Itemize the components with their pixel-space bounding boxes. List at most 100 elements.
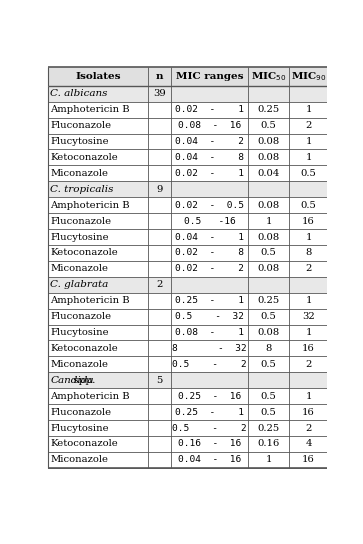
Bar — [48, 420, 328, 436]
Text: MIC ranges: MIC ranges — [176, 72, 244, 81]
Text: 0.04  -    2: 0.04 - 2 — [175, 137, 244, 146]
Text: 0.5: 0.5 — [261, 249, 277, 257]
Text: spp.: spp. — [70, 376, 95, 385]
Text: Ketoconazole: Ketoconazole — [50, 440, 118, 448]
Text: n: n — [156, 72, 163, 81]
Text: 0.5: 0.5 — [261, 407, 277, 417]
Text: 2: 2 — [156, 280, 163, 289]
Text: Fluconazole: Fluconazole — [50, 217, 111, 226]
Text: 0.04  -    8: 0.04 - 8 — [175, 153, 244, 162]
Text: 0.25  -    1: 0.25 - 1 — [175, 407, 244, 417]
Text: 8: 8 — [305, 249, 312, 257]
Bar — [48, 150, 328, 165]
Bar — [48, 102, 328, 118]
Text: 1: 1 — [265, 455, 272, 465]
Text: 0.08: 0.08 — [257, 137, 280, 146]
Bar — [48, 165, 328, 181]
Text: 16: 16 — [302, 344, 315, 353]
Text: 2: 2 — [305, 264, 312, 273]
Text: 2: 2 — [305, 360, 312, 369]
Text: 0.5: 0.5 — [261, 312, 277, 321]
Bar — [48, 245, 328, 261]
Text: MIC$_{90}$: MIC$_{90}$ — [291, 70, 326, 83]
Bar — [48, 388, 328, 404]
Text: 0.5: 0.5 — [301, 201, 317, 209]
Text: 1: 1 — [265, 217, 272, 226]
Text: 0.02  -    1: 0.02 - 1 — [175, 169, 244, 178]
Text: Miconazole: Miconazole — [50, 169, 109, 178]
Bar — [48, 67, 328, 86]
Text: 0.25  -    1: 0.25 - 1 — [175, 296, 244, 305]
Bar — [48, 261, 328, 277]
Text: 0.04: 0.04 — [257, 169, 280, 178]
Text: Miconazole: Miconazole — [50, 360, 109, 369]
Bar — [48, 341, 328, 356]
Bar — [48, 325, 328, 341]
Text: 1: 1 — [305, 232, 312, 242]
Bar — [48, 181, 328, 197]
Text: Fluconazole: Fluconazole — [50, 312, 111, 321]
Text: 39: 39 — [153, 89, 166, 98]
Text: 9: 9 — [156, 185, 163, 194]
Text: MIC$_{50}$: MIC$_{50}$ — [251, 70, 286, 83]
Bar — [48, 404, 328, 420]
Bar — [48, 277, 328, 293]
Text: 0.25: 0.25 — [257, 296, 280, 305]
Text: 0.08: 0.08 — [257, 328, 280, 337]
Bar — [48, 293, 328, 308]
Text: 0.5    -    2: 0.5 - 2 — [172, 360, 247, 369]
Text: Isolates: Isolates — [75, 72, 121, 81]
Text: Flucytosine: Flucytosine — [50, 232, 109, 242]
Text: 1: 1 — [305, 392, 312, 401]
Text: Amphotericin B: Amphotericin B — [50, 392, 130, 401]
Bar — [48, 197, 328, 213]
Text: 0.02  -    8: 0.02 - 8 — [175, 249, 244, 257]
Text: 0.5: 0.5 — [301, 169, 317, 178]
Text: 16: 16 — [302, 407, 315, 417]
Text: Flucytosine: Flucytosine — [50, 424, 109, 432]
Text: C. glabrata: C. glabrata — [50, 280, 109, 289]
Text: 2: 2 — [305, 424, 312, 432]
Text: 0.5    -  32: 0.5 - 32 — [175, 312, 244, 321]
Text: Ketoconazole: Ketoconazole — [50, 344, 118, 353]
Text: 1: 1 — [305, 296, 312, 305]
Text: 0.02  -    1: 0.02 - 1 — [175, 105, 244, 114]
Text: 0.08  -    1: 0.08 - 1 — [175, 328, 244, 337]
Text: 1: 1 — [305, 328, 312, 337]
Text: Ketoconazole: Ketoconazole — [50, 249, 118, 257]
Bar — [48, 86, 328, 102]
Text: Fluconazole: Fluconazole — [50, 407, 111, 417]
Text: 0.5: 0.5 — [261, 392, 277, 401]
Text: 1: 1 — [305, 153, 312, 162]
Text: 1: 1 — [305, 105, 312, 114]
Text: 32: 32 — [302, 312, 315, 321]
Bar — [48, 118, 328, 134]
Text: 0.25: 0.25 — [257, 105, 280, 114]
Text: C. albicans: C. albicans — [50, 89, 108, 98]
Text: 0.02  -  0.5: 0.02 - 0.5 — [175, 201, 244, 209]
Text: 0.02  -    2: 0.02 - 2 — [175, 264, 244, 273]
Text: 0.08: 0.08 — [257, 201, 280, 209]
Bar — [48, 213, 328, 229]
Bar — [48, 229, 328, 245]
Text: 0.08: 0.08 — [257, 153, 280, 162]
Text: 16: 16 — [302, 217, 315, 226]
Text: 16: 16 — [302, 455, 315, 465]
Bar — [48, 356, 328, 372]
Text: C. tropicalis: C. tropicalis — [50, 185, 114, 194]
Text: 0.16  -  16: 0.16 - 16 — [178, 440, 241, 448]
Bar — [48, 452, 328, 468]
Text: 0.5: 0.5 — [261, 121, 277, 130]
Text: 0.25  -  16: 0.25 - 16 — [178, 392, 241, 401]
Text: 0.5    -    2: 0.5 - 2 — [172, 424, 247, 432]
Text: Amphotericin B: Amphotericin B — [50, 296, 130, 305]
Text: 5: 5 — [156, 376, 163, 385]
Text: Fluconazole: Fluconazole — [50, 121, 111, 130]
Text: 2: 2 — [305, 121, 312, 130]
Bar — [48, 308, 328, 325]
Text: Ketoconazole: Ketoconazole — [50, 153, 118, 162]
Text: 0.5   -16: 0.5 -16 — [184, 217, 236, 226]
Text: 8       -  32: 8 - 32 — [172, 344, 247, 353]
Text: Miconazole: Miconazole — [50, 455, 109, 465]
Text: 0.5: 0.5 — [261, 360, 277, 369]
